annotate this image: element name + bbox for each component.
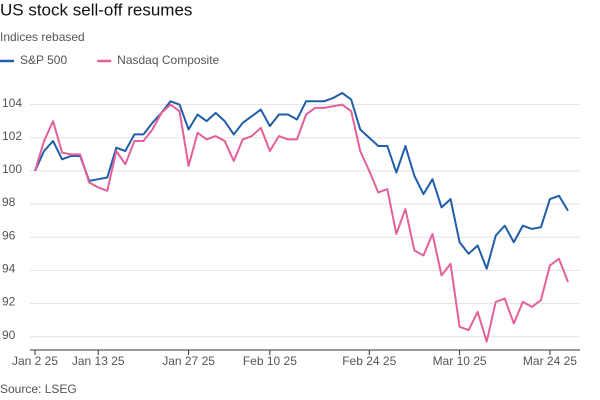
x-tick-label: Feb 10 25: [243, 354, 297, 368]
legend-label: Nasdaq Composite: [117, 53, 219, 67]
y-tick-label: 102: [2, 129, 22, 143]
chart-subtitle: Indices rebased: [0, 30, 85, 44]
x-tick-label: Mar 10 25: [433, 354, 487, 368]
legend-label: S&P 500: [20, 53, 67, 67]
series-line: [34, 103, 569, 343]
source-note: Source: LSEG: [0, 382, 77, 396]
y-tick-label: 96: [2, 228, 16, 242]
chart-title: US stock sell-off resumes: [0, 0, 192, 19]
x-tick-label: Mar 24 25: [523, 354, 577, 368]
x-tick-label: Feb 24 25: [342, 354, 396, 368]
x-tick-label: Jan 27 25: [162, 354, 215, 368]
y-tick-label: 104: [2, 96, 22, 110]
series-line: [34, 91, 569, 270]
y-tick-label: 92: [2, 295, 16, 309]
y-tick-label: 98: [2, 195, 16, 209]
x-tick-label: Jan 2 25: [12, 354, 58, 368]
y-tick-label: 90: [2, 328, 16, 342]
x-tick-label: Jan 13 25: [72, 354, 125, 368]
y-tick-label: 100: [2, 162, 22, 176]
y-tick-label: 94: [2, 262, 16, 276]
